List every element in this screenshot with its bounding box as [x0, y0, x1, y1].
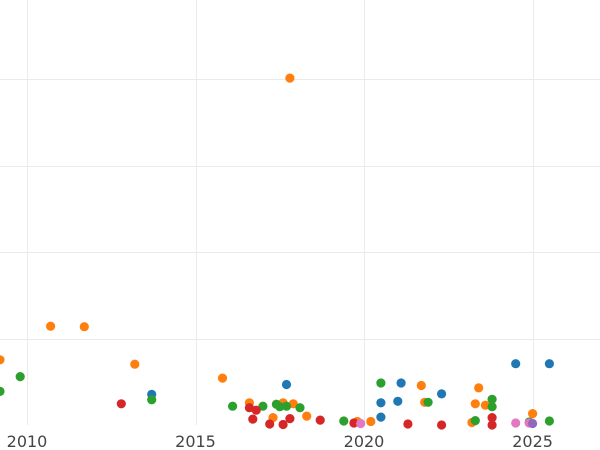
data-point — [265, 419, 275, 429]
data-point — [295, 403, 305, 413]
data-point — [258, 401, 268, 411]
data-point — [403, 419, 413, 429]
data-point — [356, 418, 366, 429]
data-point — [470, 399, 480, 409]
data-point — [15, 372, 25, 382]
x-tick-label: 2010 — [7, 432, 48, 450]
x-tick-label: 2020 — [344, 432, 385, 450]
data-point — [251, 405, 261, 415]
point-group-5 — [528, 418, 538, 429]
data-point — [46, 321, 56, 331]
data-point — [275, 402, 285, 412]
data-point — [315, 415, 325, 425]
data-point — [437, 420, 447, 430]
data-point — [349, 418, 359, 428]
data-point — [528, 409, 538, 419]
data-point — [376, 412, 386, 422]
data-point — [116, 399, 126, 409]
data-point — [396, 378, 406, 388]
data-point — [0, 386, 5, 396]
data-point — [79, 322, 89, 332]
data-point — [339, 416, 349, 426]
data-point — [437, 389, 447, 399]
data-point — [0, 355, 5, 365]
point-group-0 — [147, 359, 555, 422]
data-point — [487, 402, 497, 412]
point-group-1 — [0, 73, 538, 428]
data-point — [528, 418, 538, 429]
data-point — [281, 379, 292, 390]
data-point — [487, 394, 497, 404]
x-tick-label: 2025 — [512, 432, 553, 450]
grid — [0, 0, 600, 425]
data-point — [393, 396, 403, 406]
data-point — [285, 414, 295, 424]
data-point — [285, 73, 295, 83]
data-point — [376, 378, 386, 388]
data-point — [487, 413, 497, 423]
data-point — [470, 416, 480, 426]
data-point — [228, 401, 238, 411]
data-point — [487, 420, 497, 430]
x-axis-tick-labels: 2010 2015 2020 2025 — [7, 432, 553, 450]
data-point — [248, 414, 258, 424]
data-point — [130, 359, 140, 369]
x-tick-label: 2015 — [175, 432, 216, 450]
data-points — [0, 73, 555, 430]
point-group-2 — [0, 372, 555, 427]
data-point — [416, 380, 426, 391]
data-point — [544, 359, 555, 369]
data-point — [281, 401, 292, 411]
data-point — [217, 373, 228, 383]
data-point — [511, 359, 521, 369]
data-point — [147, 395, 157, 405]
data-point — [278, 419, 288, 430]
data-point — [423, 397, 433, 407]
point-group-3 — [116, 399, 497, 430]
data-point — [544, 416, 555, 426]
data-point — [511, 418, 521, 428]
data-point — [376, 398, 386, 408]
data-point — [474, 383, 484, 393]
data-point — [366, 416, 376, 427]
data-point — [302, 411, 312, 421]
